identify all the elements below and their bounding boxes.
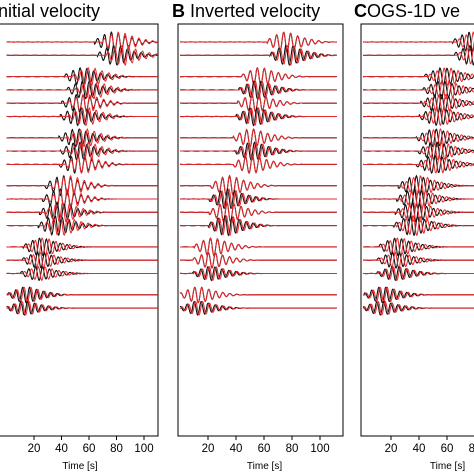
- x-tick-label: 80: [110, 443, 123, 455]
- panel-c-title: COGS-1D ve: [354, 0, 460, 24]
- synthetic-trace: [6, 106, 158, 127]
- synthetic-trace: [363, 286, 474, 304]
- panel-frame: [0, 23, 159, 437]
- synthetic-trace: [6, 188, 158, 210]
- synthetic-trace: [6, 80, 158, 100]
- x-tick-label: 40: [55, 443, 68, 455]
- panel-c-title-text: OGS-1D ve: [367, 1, 461, 21]
- traces: [362, 31, 474, 316]
- synthetic-trace: [180, 93, 337, 114]
- panel-b-letter: B: [172, 1, 185, 21]
- synthetic-trace: [6, 300, 158, 316]
- synthetic-trace: [180, 174, 337, 197]
- x-tick-label: 60: [258, 443, 271, 455]
- synthetic-trace: [362, 188, 474, 210]
- x-axis-label: Time [s]: [247, 461, 282, 472]
- synthetic-trace: [6, 286, 158, 304]
- panel-a-plot: 20 40 60 80 100 Time [s]: [0, 23, 159, 472]
- synthetic-trace: [180, 44, 337, 67]
- synthetic-trace: [6, 265, 158, 281]
- synthetic-trace: [6, 251, 158, 269]
- synthetic-trace: [363, 175, 474, 196]
- synthetic-trace: [362, 67, 474, 87]
- synthetic-trace: [363, 154, 474, 174]
- synthetic-trace: [180, 141, 337, 161]
- synthetic-trace: [6, 202, 158, 223]
- panel-a-title: Initial velocity: [0, 0, 100, 24]
- panel-b-title: B Inverted velocity: [172, 0, 320, 24]
- synthetic-trace: [363, 141, 474, 161]
- synthetic-trace: [363, 128, 474, 148]
- synthetic-trace: [6, 93, 158, 114]
- synthetic-trace: [179, 188, 337, 210]
- synthetic-trace: [363, 106, 474, 127]
- x-tick-label: 100: [134, 443, 153, 455]
- synthetic-trace: [180, 31, 337, 53]
- synthetic-trace: [180, 67, 337, 87]
- panel-c-letter: C: [354, 1, 367, 21]
- traces: [6, 31, 158, 316]
- traces: [179, 31, 337, 316]
- synthetic-trace: [180, 128, 337, 148]
- x-tick-label: 60: [441, 443, 454, 455]
- x-axis-label: Time [s]: [62, 461, 97, 472]
- synthetic-trace: [180, 251, 337, 269]
- synthetic-trace: [180, 201, 337, 223]
- x-tick-label: 60: [83, 443, 96, 455]
- panel-a-title-text: Initial velocity: [0, 1, 101, 21]
- synthetic-trace: [179, 106, 337, 127]
- synthetic-trace: [6, 45, 158, 66]
- panel-frame: [177, 23, 344, 437]
- x-tick-label: 80: [286, 443, 299, 455]
- synthetic-trace: [363, 202, 474, 223]
- synthetic-trace: [363, 300, 474, 316]
- synthetic-trace: [180, 237, 337, 257]
- x-axis-label: Time [s]: [430, 461, 465, 472]
- panel-frame: [360, 23, 474, 437]
- synthetic-trace: [6, 237, 158, 257]
- synthetic-trace: [363, 45, 474, 65]
- panel-b-plot: 20 40 60 80 100 Time [s]: [177, 23, 344, 472]
- synthetic-trace: [363, 80, 474, 100]
- synthetic-trace: [362, 266, 474, 282]
- x-tick-label: 100: [310, 443, 329, 455]
- x-tick-label: 20: [202, 443, 215, 455]
- synthetic-trace: [6, 141, 158, 161]
- panel-c-plot: 20 40 60 80 Time [s]: [360, 23, 474, 472]
- panel-b-title-text: Inverted velocity: [190, 1, 321, 21]
- synthetic-trace: [363, 93, 474, 114]
- synthetic-trace: [180, 266, 337, 282]
- synthetic-trace: [6, 66, 158, 87]
- synthetic-trace: [6, 128, 158, 148]
- synthetic-trace: [6, 174, 158, 197]
- x-tick-label: 40: [413, 443, 426, 455]
- synthetic-trace: [363, 31, 474, 52]
- synthetic-trace: [179, 286, 337, 304]
- synthetic-trace: [180, 300, 337, 316]
- synthetic-trace: [6, 154, 158, 174]
- synthetic-trace: [6, 31, 158, 53]
- x-tick-label: 40: [230, 443, 243, 455]
- synthetic-trace: [180, 215, 337, 237]
- synthetic-trace: [363, 215, 474, 237]
- x-tick-label: 20: [28, 443, 41, 455]
- synthetic-trace: [180, 154, 337, 174]
- synthetic-trace: [6, 215, 158, 236]
- x-tick-label: 20: [385, 443, 398, 455]
- synthetic-trace: [363, 237, 474, 257]
- x-tick-label: 80: [469, 443, 474, 455]
- synthetic-trace: [363, 251, 474, 269]
